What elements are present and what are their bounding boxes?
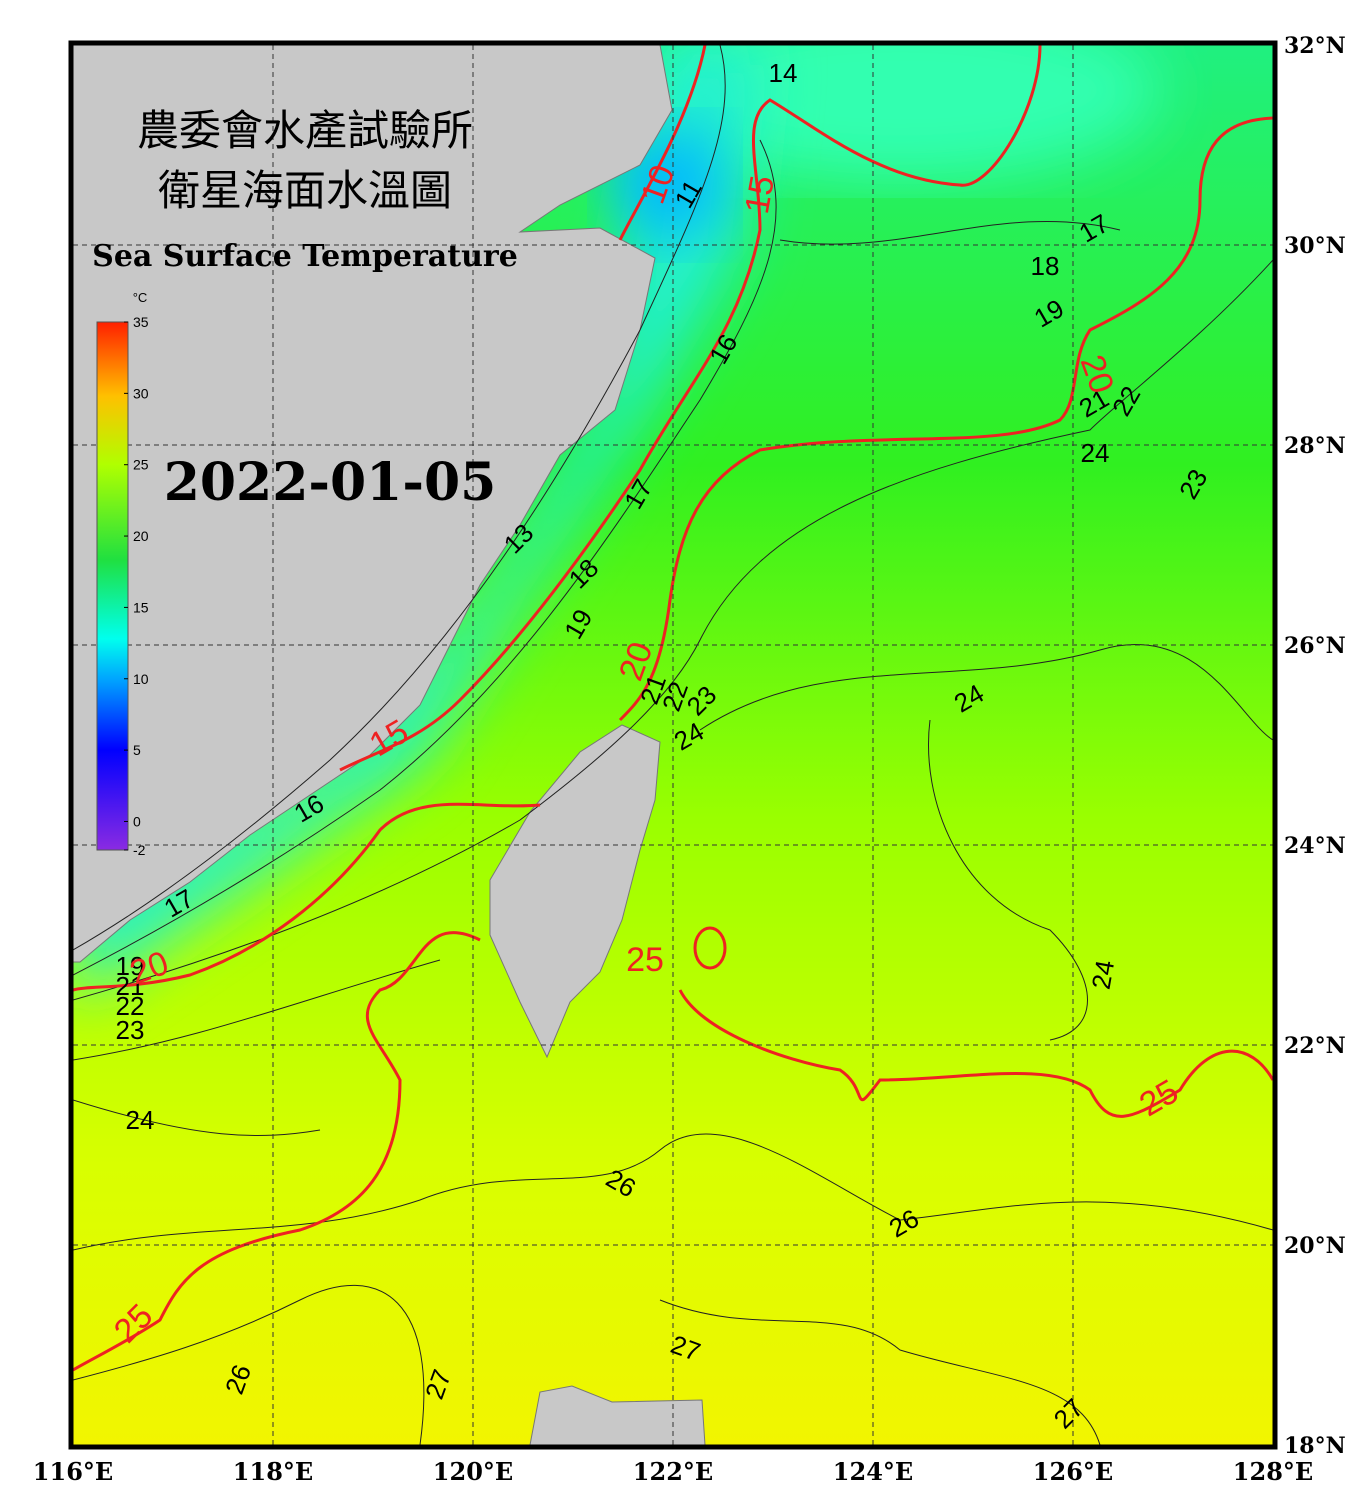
- colorbar-tick-label: 10: [133, 671, 149, 687]
- colorbar-tick-label: 25: [133, 457, 149, 473]
- lon-label: 118°E: [233, 1457, 313, 1486]
- map-frame: [68, 40, 1278, 1450]
- luzon: [529, 1385, 706, 1445]
- colorbar: 35 30 25 20 15 10 5 0 -2: [96, 314, 149, 858]
- lon-label: 128°E: [1233, 1457, 1313, 1486]
- title-en: Sea Surface Temperature: [92, 239, 518, 274]
- lon-label: 120°E: [433, 1457, 513, 1486]
- title-zh: 衛星海面水溫圖: [158, 166, 452, 215]
- lon-label: 122°E: [633, 1457, 713, 1486]
- lat-label: 30°N: [1284, 233, 1346, 259]
- mainland: [73, 45, 673, 963]
- lat-label: 20°N: [1284, 1233, 1346, 1259]
- taiwan: [489, 724, 661, 1059]
- major-isotherms: [73, 45, 1273, 1372]
- lat-label: 22°N: [1284, 1033, 1346, 1059]
- cool-water: [640, 45, 1160, 180]
- colorbar-tick-label: 0: [133, 813, 141, 829]
- title-zh: 農委會水產試驗所: [137, 106, 473, 155]
- lat-label: 26°N: [1284, 633, 1346, 659]
- isotherms: [73, 45, 1273, 1445]
- date: 2022-01-05: [164, 452, 497, 513]
- colorbar-tick-label: 35: [133, 314, 149, 330]
- colorbar-scale: [96, 321, 129, 851]
- colorbar-unit: °C: [133, 290, 148, 305]
- isotherm-label: 24: [1081, 438, 1110, 468]
- isotherm-label: 24: [1086, 958, 1121, 992]
- graticule: [73, 45, 1273, 1445]
- isotherm-label: 18: [1031, 251, 1060, 281]
- lat-label: 28°N: [1284, 433, 1346, 459]
- isotherm-label: 19: [116, 951, 145, 981]
- isotherm-label: 23: [116, 1015, 145, 1045]
- major-isotherm-label: 15: [738, 173, 782, 217]
- lat-label: 32°N: [1284, 33, 1346, 59]
- colorbar-tick-label: 20: [133, 528, 149, 544]
- lat-label: 24°N: [1284, 833, 1346, 859]
- colorbar-tick-label: 30: [133, 385, 149, 401]
- isotherm-label: 21: [116, 971, 145, 1001]
- colorbar-tick-label: 5: [133, 742, 141, 758]
- lon-label: 126°E: [1033, 1457, 1113, 1486]
- colorbar-tick-label: -2: [133, 842, 146, 858]
- isotherm-label: 24: [126, 1105, 155, 1135]
- lon-label: 124°E: [833, 1457, 913, 1486]
- isotherm-label: 22: [116, 991, 145, 1021]
- colorbar-tick-label: 15: [133, 599, 149, 615]
- major-isotherm-label: 25: [626, 941, 664, 979]
- lat-label: 18°N: [1284, 1433, 1346, 1459]
- lon-label: 116°E: [33, 1457, 113, 1486]
- map-area: 1411171819162122242317131819242122232416…: [73, 45, 1273, 1445]
- isotherm-label: 14: [769, 58, 798, 88]
